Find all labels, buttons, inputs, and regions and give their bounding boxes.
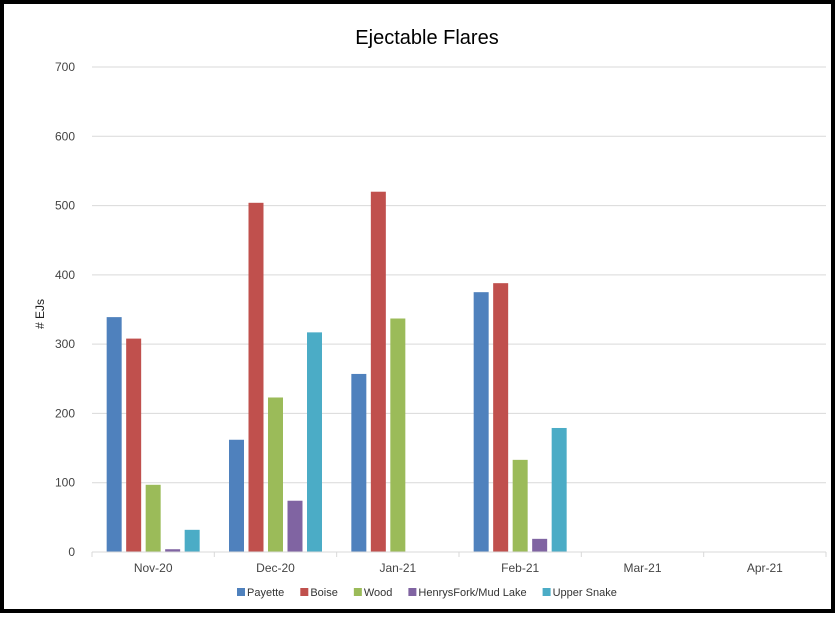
x-tick-label: Dec-20 xyxy=(256,561,295,575)
legend-swatch xyxy=(237,588,245,596)
bar-chart: Ejectable Flares 0100200300400500600700 … xyxy=(33,27,827,599)
bar xyxy=(390,318,406,552)
bar xyxy=(165,549,181,552)
legend-label: Wood xyxy=(364,587,393,599)
bar xyxy=(512,459,528,552)
x-tick-label: Jan-21 xyxy=(379,561,416,575)
legend-swatch xyxy=(353,588,362,596)
x-tick-label: Nov-20 xyxy=(134,561,173,575)
y-axis-label: # EJs xyxy=(33,299,47,329)
legend-label: Upper Snake xyxy=(553,587,617,599)
x-tick-label: Mar-21 xyxy=(623,561,661,575)
bar xyxy=(248,202,264,553)
y-tick-label: 700 xyxy=(55,60,75,74)
bar xyxy=(351,373,367,552)
bars xyxy=(106,191,567,553)
bar xyxy=(370,191,386,552)
bar xyxy=(126,338,142,552)
gridlines xyxy=(92,66,826,484)
bar xyxy=(287,500,303,552)
legend-swatch xyxy=(408,588,417,596)
x-tick-labels: Nov-20 Dec-20 Jan-21 Feb-21 Mar-21 Apr-21 xyxy=(91,552,827,575)
bar xyxy=(307,332,322,552)
bar xyxy=(145,484,161,552)
y-tick-label: 0 xyxy=(68,545,75,559)
bar xyxy=(493,283,509,552)
y-tick-labels: 0 100 200 300 400 500 600 700 xyxy=(55,60,75,559)
bar xyxy=(268,397,283,552)
y-tick-label: 600 xyxy=(55,129,75,143)
legend-label: HenrysFork/Mud Lake xyxy=(418,587,526,599)
y-tick-label: 100 xyxy=(55,476,75,490)
bar xyxy=(532,538,548,552)
y-tick-label: 300 xyxy=(55,337,75,351)
y-tick-label: 400 xyxy=(55,268,75,282)
y-tick-label: 200 xyxy=(55,406,75,420)
bar xyxy=(473,292,489,552)
x-tick-label: Feb-21 xyxy=(501,561,539,575)
chart-title: Ejectable Flares xyxy=(355,27,498,49)
bar xyxy=(184,529,200,552)
legend: Payette Boise Wood HenrysFork/Mud Lake Upper… xyxy=(237,587,617,599)
bar xyxy=(229,439,244,552)
legend-label: Payette xyxy=(247,587,284,599)
legend-label: Boise xyxy=(310,587,338,599)
bar xyxy=(551,427,567,552)
x-tick-label: Apr-21 xyxy=(747,561,783,575)
y-tick-label: 500 xyxy=(55,199,75,213)
bar xyxy=(106,317,122,552)
legend-swatch xyxy=(542,588,551,596)
legend-swatch xyxy=(300,588,309,596)
